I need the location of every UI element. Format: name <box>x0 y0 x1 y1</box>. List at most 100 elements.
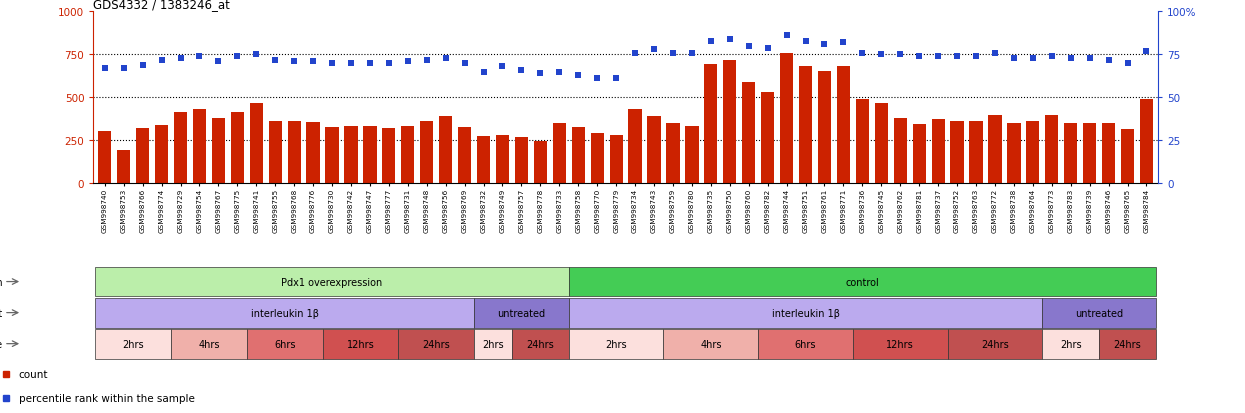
Point <box>1118 61 1138 67</box>
Bar <box>837 66 850 184</box>
Bar <box>136 129 149 184</box>
Bar <box>401 126 415 184</box>
Bar <box>269 122 281 184</box>
Bar <box>96 298 474 328</box>
Point <box>303 59 322 65</box>
Bar <box>364 126 376 184</box>
Bar <box>306 123 320 184</box>
Point <box>284 59 304 65</box>
Point <box>644 47 664 53</box>
Bar <box>512 329 569 358</box>
Text: 2hrs: 2hrs <box>122 339 144 349</box>
Bar <box>117 150 131 184</box>
Bar <box>322 329 398 358</box>
Point <box>454 61 474 67</box>
Bar <box>1120 130 1134 184</box>
Point <box>682 50 702 57</box>
Point <box>265 57 285 64</box>
Bar <box>345 126 357 184</box>
Point <box>152 57 172 64</box>
Point <box>720 36 740 43</box>
Point <box>530 71 550 77</box>
Bar <box>474 329 512 358</box>
Bar <box>1102 124 1116 184</box>
Bar <box>664 329 758 358</box>
Bar <box>913 125 926 184</box>
Bar <box>154 126 168 184</box>
Point <box>833 40 853 47</box>
Bar <box>474 298 569 328</box>
Bar <box>288 121 301 184</box>
Bar <box>1140 100 1153 184</box>
Bar <box>647 117 661 184</box>
Point <box>95 66 115 72</box>
Bar <box>212 119 225 184</box>
Bar <box>1064 124 1077 184</box>
Bar <box>250 104 263 184</box>
Bar <box>534 142 547 184</box>
Text: 12hrs: 12hrs <box>346 339 375 349</box>
Bar <box>515 138 528 184</box>
Bar <box>947 329 1042 358</box>
Text: time: time <box>0 339 2 349</box>
Point <box>398 59 418 65</box>
Bar <box>98 131 111 184</box>
Point <box>228 54 248 60</box>
Bar <box>610 136 622 184</box>
Bar <box>818 71 832 184</box>
Point <box>322 61 342 67</box>
Bar <box>1045 116 1058 184</box>
Bar <box>894 119 906 184</box>
Point <box>814 42 834 48</box>
Bar <box>1026 122 1040 184</box>
Point <box>929 54 949 60</box>
Bar <box>758 329 853 358</box>
Text: 12hrs: 12hrs <box>886 339 914 349</box>
Bar <box>171 329 247 358</box>
Bar <box>439 117 452 184</box>
Bar <box>477 137 491 184</box>
Point <box>1023 55 1043 62</box>
Point <box>1061 55 1081 62</box>
Point <box>417 57 437 64</box>
Point <box>853 50 873 57</box>
Point <box>872 52 891 59</box>
Point <box>796 38 815 45</box>
Text: 4hrs: 4hrs <box>700 339 722 349</box>
Point <box>738 43 758 50</box>
Point <box>909 54 929 60</box>
Text: 6hrs: 6hrs <box>794 339 817 349</box>
Bar <box>666 124 680 184</box>
Point <box>512 67 532 74</box>
Point <box>208 59 228 65</box>
Text: 2hrs: 2hrs <box>605 339 627 349</box>
Bar <box>496 136 509 184</box>
Text: 6hrs: 6hrs <box>274 339 295 349</box>
Bar <box>193 110 207 184</box>
Point <box>189 54 209 60</box>
Text: percentile rank within the sample: percentile rank within the sample <box>19 393 194 403</box>
Bar <box>325 127 339 184</box>
Point <box>1042 54 1062 60</box>
Bar <box>569 267 1155 297</box>
Bar <box>1007 124 1021 184</box>
Bar <box>723 60 736 184</box>
Bar <box>875 104 888 184</box>
Point <box>1003 55 1023 62</box>
Point <box>777 33 797 40</box>
Point <box>378 61 398 67</box>
Text: 2hrs: 2hrs <box>482 339 504 349</box>
Bar <box>420 122 433 184</box>
Text: interleukin 1β: interleukin 1β <box>250 308 319 318</box>
Bar <box>571 127 585 184</box>
Text: control: control <box>845 277 879 287</box>
Bar <box>230 113 244 184</box>
Point <box>247 52 266 59</box>
Text: 24hrs: 24hrs <box>527 339 554 349</box>
Bar <box>761 93 774 184</box>
Text: 4hrs: 4hrs <box>198 339 219 349</box>
Text: 2hrs: 2hrs <box>1059 339 1082 349</box>
Point <box>664 50 684 57</box>
Bar <box>779 54 793 184</box>
Point <box>985 50 1005 57</box>
